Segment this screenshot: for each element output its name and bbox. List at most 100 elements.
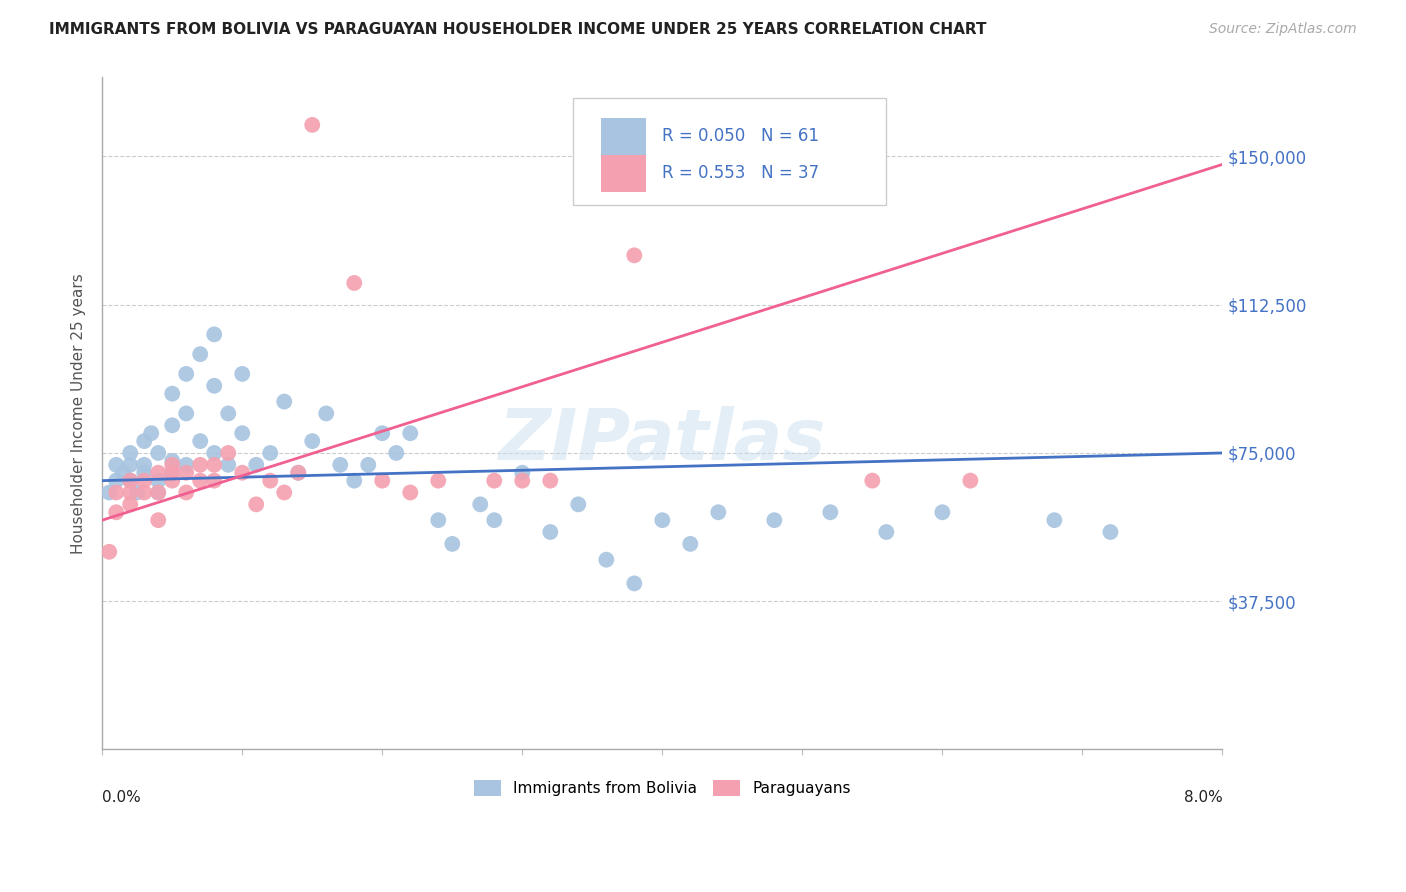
Text: R = 0.553   N = 37: R = 0.553 N = 37 <box>662 164 820 182</box>
Text: 8.0%: 8.0% <box>1184 789 1222 805</box>
Point <box>484 474 506 488</box>
Point <box>245 458 267 472</box>
Point <box>273 394 295 409</box>
Point <box>160 418 183 433</box>
Point <box>427 513 450 527</box>
Point <box>120 485 142 500</box>
Text: R = 0.050   N = 61: R = 0.050 N = 61 <box>662 127 820 145</box>
Point <box>160 454 183 468</box>
Point <box>259 474 281 488</box>
Point <box>623 576 645 591</box>
Point <box>820 505 842 519</box>
Point <box>245 497 267 511</box>
Point <box>134 466 156 480</box>
Point <box>174 458 197 472</box>
Point <box>202 446 225 460</box>
Point <box>134 474 156 488</box>
Point <box>1043 513 1066 527</box>
Point <box>287 466 309 480</box>
Point <box>301 118 323 132</box>
Point <box>357 458 380 472</box>
Point <box>202 327 225 342</box>
Point <box>231 466 253 480</box>
Point <box>301 434 323 449</box>
Point <box>510 474 533 488</box>
Point <box>595 552 617 566</box>
Y-axis label: Householder Income Under 25 years: Householder Income Under 25 years <box>72 273 86 554</box>
Point <box>510 466 533 480</box>
Point <box>217 406 239 420</box>
Point <box>148 474 170 488</box>
Point <box>148 485 170 500</box>
Point <box>484 513 506 527</box>
Point <box>763 513 786 527</box>
Point <box>160 474 183 488</box>
Point <box>217 458 239 472</box>
Point <box>202 378 225 392</box>
Point <box>148 485 170 500</box>
Point <box>188 458 211 472</box>
Point <box>174 367 197 381</box>
Point <box>105 485 128 500</box>
Point <box>120 446 142 460</box>
Point <box>707 505 730 519</box>
Point <box>931 505 953 519</box>
Point <box>141 426 163 441</box>
Point <box>174 466 197 480</box>
Point <box>623 248 645 262</box>
Point <box>120 497 142 511</box>
Point <box>160 386 183 401</box>
Point <box>231 367 253 381</box>
Point <box>134 434 156 449</box>
Point <box>371 426 394 441</box>
Point <box>174 406 197 420</box>
Point <box>98 545 121 559</box>
Point <box>98 485 121 500</box>
Point <box>148 446 170 460</box>
Point <box>188 474 211 488</box>
Point <box>259 446 281 460</box>
Point <box>148 466 170 480</box>
Point <box>148 513 170 527</box>
Point <box>120 474 142 488</box>
Point <box>399 485 422 500</box>
Point <box>134 485 156 500</box>
Point <box>160 466 183 480</box>
Point <box>217 446 239 460</box>
Point <box>120 458 142 472</box>
Point <box>315 406 337 420</box>
Text: 0.0%: 0.0% <box>103 789 141 805</box>
Point <box>1099 524 1122 539</box>
Legend: Immigrants from Bolivia, Paraguayans: Immigrants from Bolivia, Paraguayans <box>468 774 858 802</box>
Point <box>112 466 135 480</box>
Point <box>959 474 981 488</box>
Text: IMMIGRANTS FROM BOLIVIA VS PARAGUAYAN HOUSEHOLDER INCOME UNDER 25 YEARS CORRELAT: IMMIGRANTS FROM BOLIVIA VS PARAGUAYAN HO… <box>49 22 987 37</box>
Point <box>160 458 183 472</box>
Point <box>202 474 225 488</box>
Point <box>538 474 561 488</box>
Point <box>651 513 673 527</box>
Point <box>875 524 897 539</box>
Point <box>470 497 492 511</box>
Point <box>160 466 183 480</box>
Point <box>105 505 128 519</box>
Point <box>174 485 197 500</box>
Point <box>188 434 211 449</box>
Point <box>329 458 352 472</box>
Point <box>538 524 561 539</box>
Point <box>860 474 883 488</box>
Point <box>105 474 128 488</box>
Point <box>273 485 295 500</box>
FancyBboxPatch shape <box>600 118 645 154</box>
Point <box>385 446 408 460</box>
Point <box>105 458 128 472</box>
Point <box>371 474 394 488</box>
Point <box>202 458 225 472</box>
Point <box>120 474 142 488</box>
FancyBboxPatch shape <box>572 97 886 205</box>
Point <box>441 537 464 551</box>
Point <box>343 474 366 488</box>
Text: Source: ZipAtlas.com: Source: ZipAtlas.com <box>1209 22 1357 37</box>
FancyBboxPatch shape <box>600 154 645 192</box>
Point <box>127 485 149 500</box>
